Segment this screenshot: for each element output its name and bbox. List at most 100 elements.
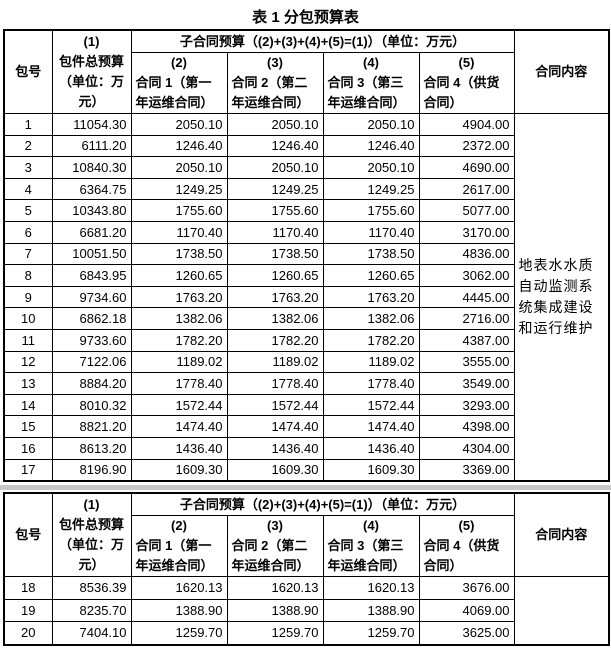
cell-amount: 8536.39 [51,576,132,600]
cell-amount: 5077.00 [418,199,515,222]
cell-package-no: 15 [3,415,53,438]
cell-amount: 7404.10 [51,621,132,645]
cell-amount: 1755.60 [130,199,228,222]
cell-amount: 6111.20 [51,134,132,158]
header-sub-col: (4) 合同 3（第三年运维合同） [322,515,420,577]
cell-amount: 1782.20 [322,328,420,352]
cell-amount: 8010.32 [51,393,132,417]
table-row: 13 8884.20 1778.40 1778.40 1778.40 3549.00 [3,372,609,395]
cell-amount: 1260.65 [322,264,420,287]
cell-amount: 1778.40 [130,372,228,395]
table-row: 4 6364.75 1249.25 1249.25 1249.25 2617.00 [3,177,609,201]
header-sub-col-label: 合同 4（供货合同） [423,75,500,110]
table-title: 表 1 分包预算表 [252,9,359,26]
cell-amount: 1382.06 [322,307,420,330]
cell-amount: 1246.40 [226,134,324,158]
cell-amount: 3369.00 [418,458,515,482]
header-total-label: 包件总预算（单位：万元） [58,517,124,572]
cell-amount: 1388.90 [130,598,228,622]
header-sub-col-label: 合同 2（第二年运维合同） [231,538,310,573]
cell-package-no: 6 [3,220,53,244]
cell-package-no: 5 [3,199,53,222]
header-sub-col-no: (3) [267,55,283,70]
cell-amount: 8235.70 [51,598,132,622]
cell-amount: 4398.00 [418,415,515,438]
table-row: 19 8235.70 1388.90 1388.90 1388.90 4069.00 [3,598,609,622]
cell-amount: 1436.40 [130,436,228,460]
cell-amount: 9734.60 [51,285,132,309]
cell-package-no: 13 [3,372,53,395]
header-sub-col-no: (5) [458,518,475,533]
header-sub-col-label: 合同 1（第一年运维合同） [135,75,214,110]
cell-amount: 1778.40 [226,372,324,395]
header-sub-col-no: (4) [363,55,379,70]
cell-amount: 1609.30 [226,458,324,482]
cell-amount: 1382.06 [226,307,324,330]
cell-amount: 1170.40 [130,220,228,244]
cell-amount: 1620.13 [130,576,228,600]
cell-amount: 1738.50 [226,242,324,266]
cell-amount: 1609.30 [130,458,228,482]
cell-amount: 8196.90 [51,458,132,482]
header-sub-col-label: 合同 1（第一年运维合同） [135,538,214,573]
cell-package-no: 12 [3,350,53,374]
cell-amount: 1572.44 [226,393,324,417]
header-total-no: (1) [83,497,100,512]
cell-amount: 2050.10 [322,113,420,136]
cell-amount: 1388.90 [322,598,420,622]
cell-amount: 1170.40 [322,220,420,244]
header-sub-col-label: 合同 3（第三年运维合同） [327,538,406,573]
header-total-label: 包件总预算（单位：万元） [58,54,124,109]
header-sub-col-no: (2) [171,55,187,70]
cell-amount: 2050.10 [226,113,324,136]
cell-amount: 1246.40 [322,134,420,158]
cell-amount: 1755.60 [226,199,324,222]
cell-package-no: 19 [3,598,53,622]
cell-amount: 1382.06 [130,307,228,330]
cell-amount: 2050.10 [322,156,420,179]
cell-amount: 10840.30 [51,156,132,179]
table-row: 5 10343.80 1755.60 1755.60 1755.60 5077.00 [3,199,609,222]
table-row: 15 8821.20 1474.40 1474.40 1474.40 4398.00 [3,415,609,438]
cell-amount: 1249.25 [322,177,420,201]
cell-amount: 2050.10 [130,113,228,136]
cell-contract-content: 地表水水质自动监测系统集成建设和运行维护 [513,113,610,482]
cell-amount: 1474.40 [322,415,420,438]
cell-amount: 1572.44 [130,393,228,417]
cell-amount: 1170.40 [226,220,324,244]
cell-amount: 1782.20 [130,328,228,352]
cell-amount: 11054.30 [51,113,132,136]
cell-amount: 1572.44 [322,393,420,417]
cell-amount: 6681.20 [51,220,132,244]
cell-amount: 4387.00 [418,328,515,352]
cell-amount: 1436.40 [226,436,324,460]
header-sub-col: (3) 合同 2（第二年运维合同） [226,515,324,577]
cell-amount: 1249.25 [130,177,228,201]
cell-package-no: 10 [3,307,53,330]
budget-table-part-1: 包号 (1) 包件总预算（单位：万元） 子合同预算（(2)+(3)+(4)+(5)=(… [3,29,610,483]
cell-amount: 10051.50 [51,242,132,266]
cell-contract-content [513,576,610,645]
cell-amount: 1260.65 [130,264,228,287]
header-sub-col: (3) 合同 2（第二年运维合同） [226,52,324,114]
table-row: 2 6111.20 1246.40 1246.40 1246.40 2372.00 [3,134,609,158]
header-sub-group: 子合同预算（(2)+(3)+(4)+(5)=(1)）（单位：万元） [130,492,515,516]
cell-package-no: 1 [3,113,53,136]
header-sub-col-label: 合同 2（第二年运维合同） [231,75,310,110]
cell-amount: 1620.13 [226,576,324,600]
cell-amount: 1189.02 [322,350,420,374]
header-sub-col: (5) 合同 4（供货合同） [418,52,515,114]
cell-amount: 2050.10 [130,156,228,179]
table-row: 3 10840.30 2050.10 2050.10 2050.10 4690.00 [3,156,609,179]
cell-package-no: 2 [3,134,53,158]
header-sub-col: (2) 合同 1（第一年运维合同） [130,515,228,577]
table-row: 20 7404.10 1259.70 1259.70 1259.70 3625.00 [3,621,609,645]
cell-amount: 1189.02 [130,350,228,374]
cell-package-no: 18 [3,576,53,600]
cell-amount: 1246.40 [130,134,228,158]
cell-amount: 2050.10 [226,156,324,179]
cell-amount: 1259.70 [130,621,228,645]
cell-amount: 2617.00 [418,177,515,201]
cell-amount: 3062.00 [418,264,515,287]
header-total: (1) 包件总预算（单位：万元） [51,492,132,577]
